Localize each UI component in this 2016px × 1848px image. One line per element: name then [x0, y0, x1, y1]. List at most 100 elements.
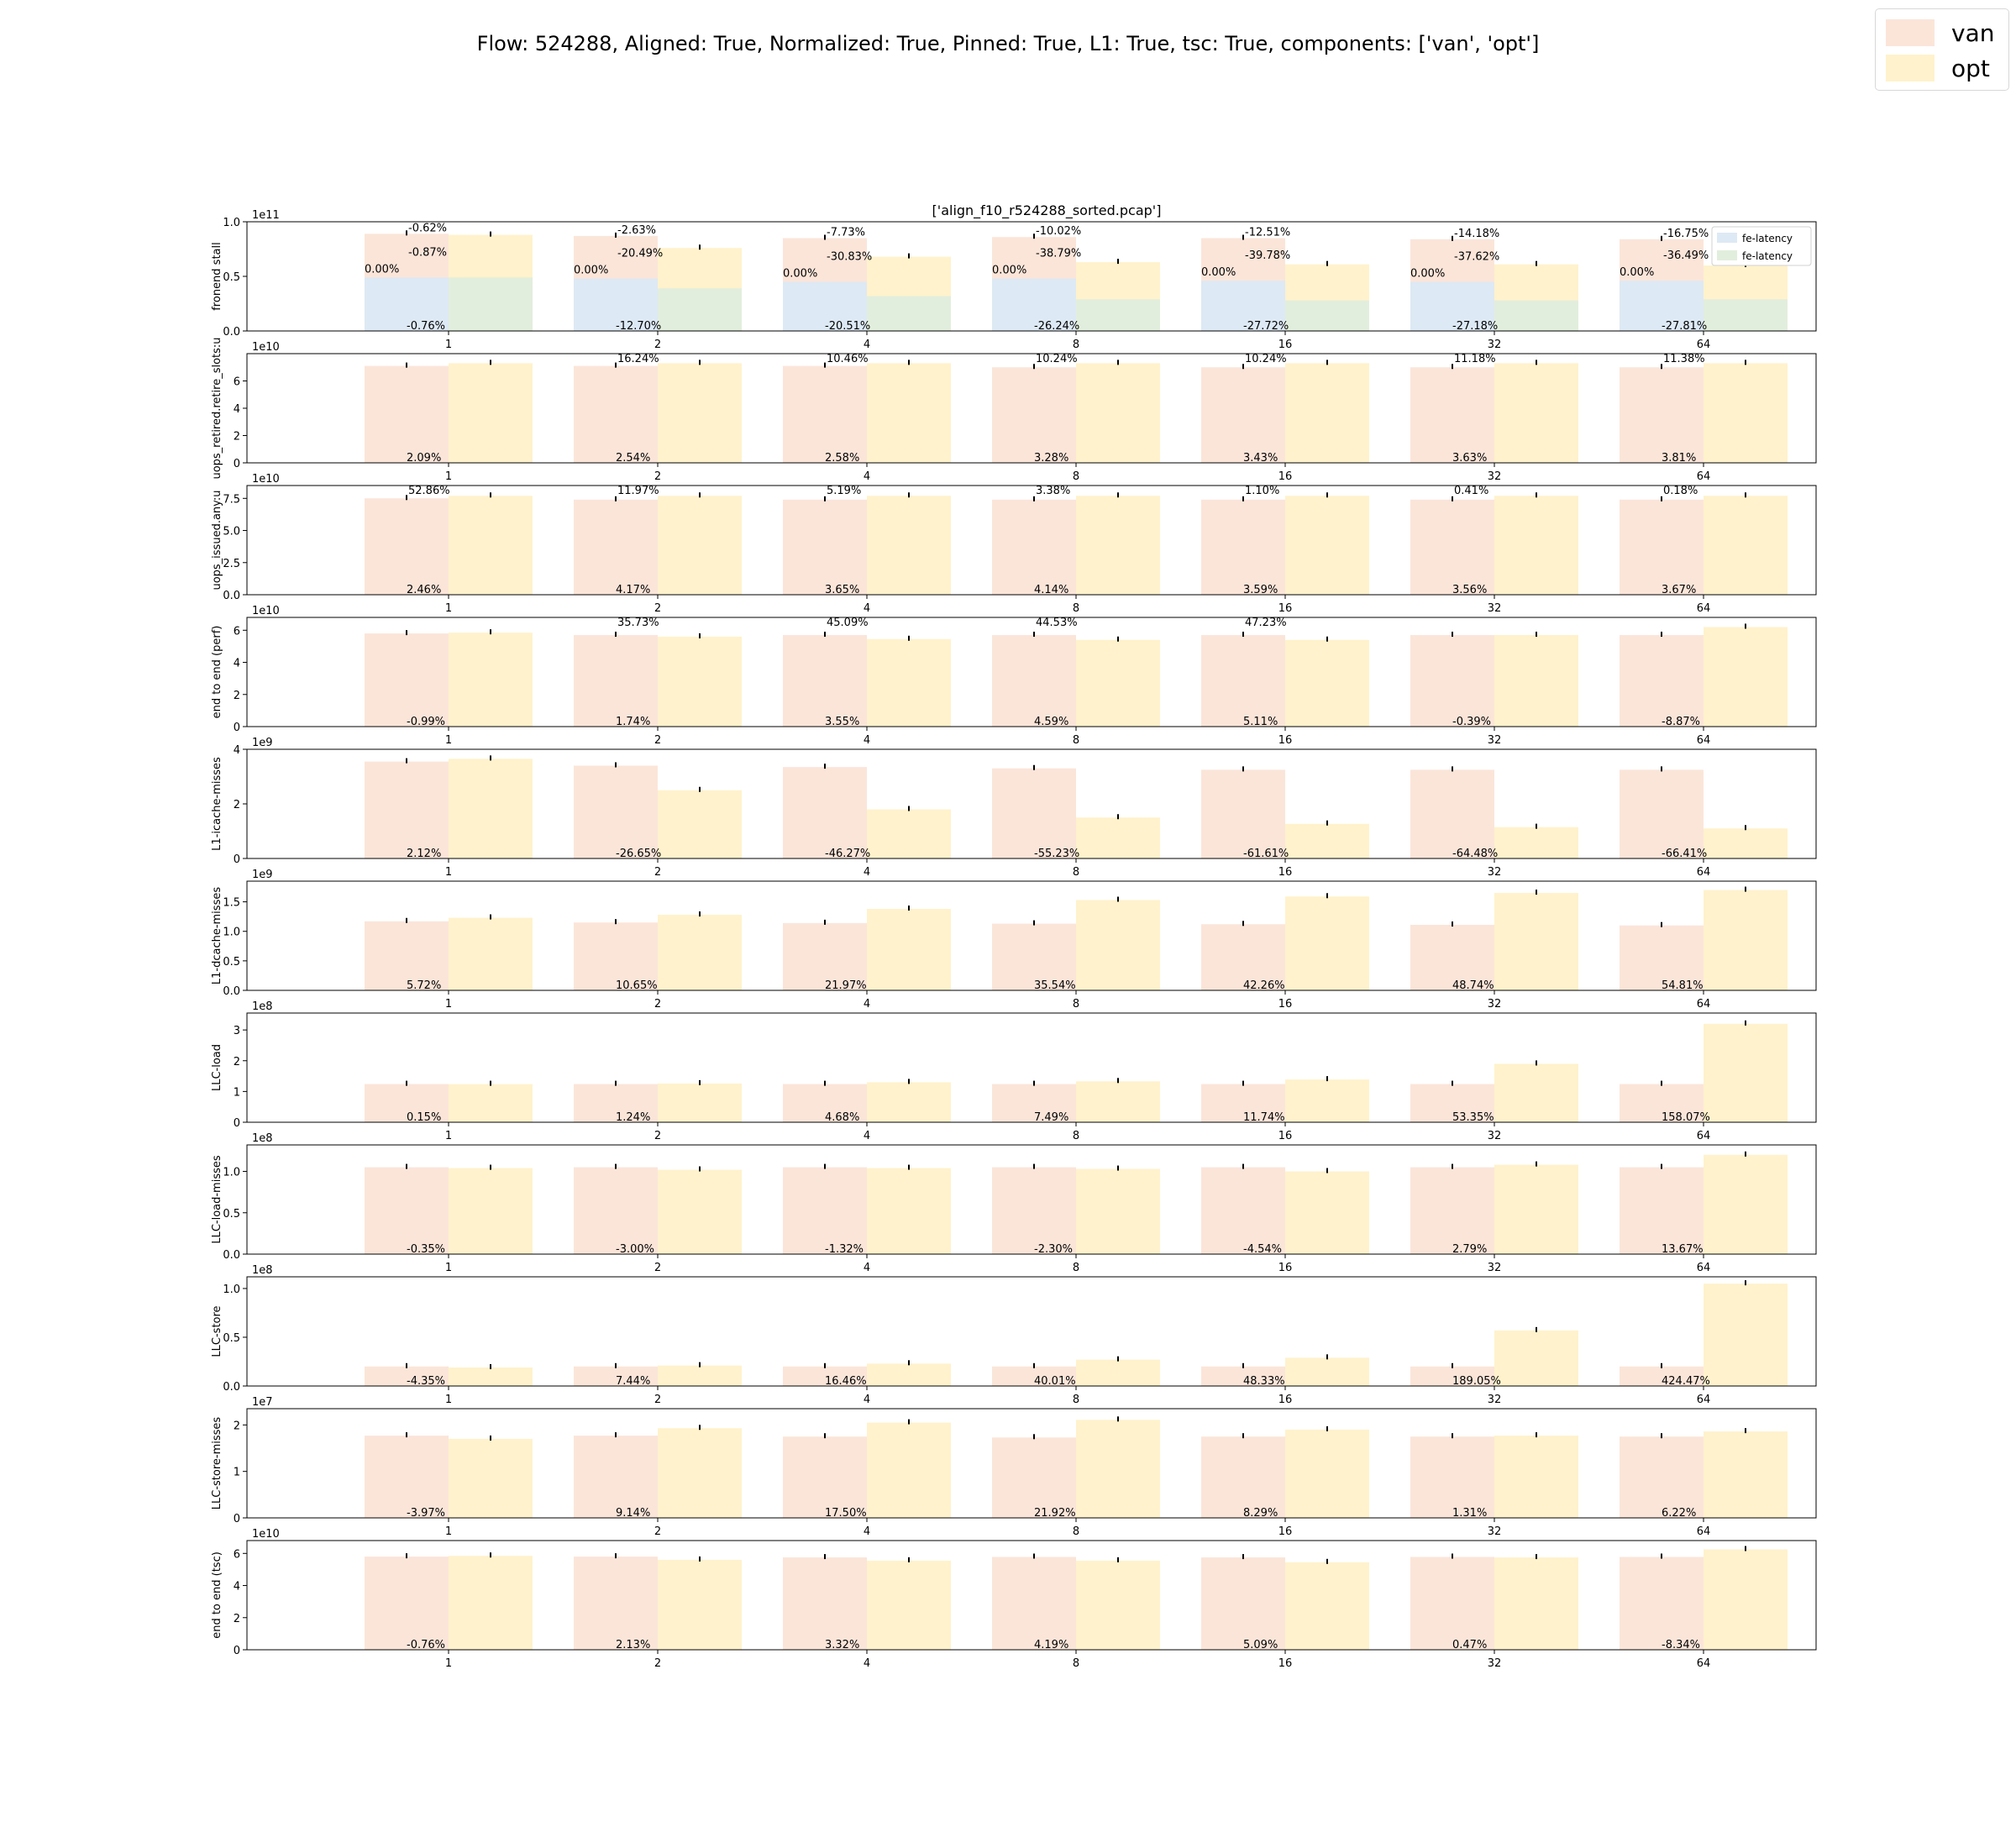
y-axis-label: LLC-store-misses — [211, 1417, 223, 1510]
subplot-legend-swatch-opt — [1717, 250, 1737, 260]
bar-opt — [1704, 828, 1788, 858]
bar-opt — [1076, 1168, 1160, 1254]
figure-legend: van opt — [1875, 8, 2009, 91]
bar-van — [992, 635, 1076, 727]
y-tick-label: 1.0 — [223, 1167, 240, 1179]
pct-label-top: 11.97% — [617, 485, 659, 497]
x-tick-label: 64 — [1697, 734, 1711, 747]
y-axis-label: fronend stall — [211, 242, 223, 311]
bar-van — [365, 1557, 449, 1650]
x-tick-label: 4 — [864, 866, 870, 879]
bar-opt — [1494, 363, 1578, 463]
x-tick-label: 2 — [654, 734, 661, 747]
x-tick-label: 4 — [864, 1394, 870, 1406]
pct-label-top: 11.18% — [1454, 353, 1496, 365]
bar-van — [783, 1436, 867, 1518]
bar-opt-fe-latency — [1704, 299, 1788, 331]
pct-label-bottom: -20.51% — [825, 320, 870, 333]
bar-van — [1620, 1167, 1704, 1254]
y-tick-label: 0.5 — [223, 1208, 240, 1221]
bar-opt — [1076, 1359, 1160, 1386]
bar-opt — [1076, 1560, 1160, 1650]
pct-label-top: 0.41% — [1454, 485, 1488, 497]
y-offset-label: 1e10 — [252, 1528, 280, 1541]
bar-opt — [867, 496, 951, 595]
bar-opt — [658, 1169, 742, 1254]
bar-opt — [1494, 1330, 1578, 1386]
x-tick-label: 64 — [1697, 470, 1711, 483]
y-axis-label: L1-dcache-misses — [211, 887, 223, 984]
pct-label-bottom: 1.24% — [616, 1111, 650, 1124]
pct-label-bottom: -46.27% — [825, 848, 870, 860]
pct-label-top: 45.09% — [827, 617, 869, 629]
pct-label-bottom: 7.49% — [1034, 1111, 1068, 1124]
bar-opt-fe-latency — [1285, 300, 1369, 331]
x-tick-label: 4 — [864, 1130, 870, 1142]
y-tick-label: 3 — [234, 1025, 240, 1037]
y-offset-label: 1e7 — [252, 1396, 273, 1409]
bar-opt — [867, 1560, 951, 1650]
bar-opt — [658, 790, 742, 858]
bar-van-fe-latency — [783, 281, 867, 331]
pct-label-bottom: 40.01% — [1034, 1375, 1076, 1388]
y-tick-label: 1 — [234, 1467, 240, 1479]
pct-label-bottom: 3.65% — [825, 584, 859, 596]
x-tick-label: 32 — [1488, 1262, 1502, 1274]
x-tick-label: 16 — [1278, 866, 1293, 879]
bar-van — [1201, 1557, 1285, 1650]
pct-label-bottom: 2.79% — [1452, 1243, 1487, 1256]
figure-title: Flow: 524288, Aligned: True, Normalized:… — [476, 32, 1540, 55]
bar-van — [1620, 499, 1704, 595]
bar-opt — [1704, 1154, 1788, 1254]
x-tick-label: 64 — [1697, 1130, 1711, 1142]
y-tick-label: 1.0 — [223, 217, 240, 229]
x-tick-label: 1 — [445, 734, 452, 747]
pct-label-van-fe: 0.00% — [574, 265, 608, 277]
x-tick-label: 1 — [445, 998, 452, 1011]
bar-van — [783, 1557, 867, 1650]
bar-van — [783, 1167, 867, 1254]
y-axis-label: LLC-store — [211, 1305, 223, 1357]
x-tick-label: 4 — [864, 998, 870, 1011]
x-tick-label: 64 — [1697, 339, 1711, 351]
bar-opt — [449, 1168, 533, 1254]
pct-label-bottom: 3.67% — [1662, 584, 1696, 596]
y-axis-label: uops_issued.any:u — [211, 490, 223, 590]
pct-label-bottom: 2.09% — [407, 452, 441, 465]
pct-label-van-fe: 0.00% — [992, 265, 1026, 277]
bar-van — [992, 1366, 1076, 1386]
bar-opt — [867, 909, 951, 990]
bar-opt — [1704, 1023, 1788, 1122]
bar-van-fe-latency — [1620, 281, 1704, 331]
pct-label-top: 1.10% — [1245, 485, 1279, 497]
pct-label-top: -14.18% — [1454, 228, 1499, 240]
y-tick-label: 0.0 — [223, 590, 240, 602]
bar-van — [992, 1437, 1076, 1518]
y-offset-label: 1e9 — [252, 737, 273, 749]
bar-van — [574, 1436, 658, 1518]
pct-label-top: 10.46% — [827, 353, 869, 365]
bar-van — [783, 635, 867, 727]
bar-opt — [449, 1556, 533, 1650]
pct-label-bottom: 3.81% — [1662, 452, 1696, 465]
subplot-3: 1-0.99%235.73%1.74%445.09%3.55%844.53%4.… — [211, 605, 1817, 747]
bar-van-fe-latency — [1410, 281, 1494, 331]
axes-frame — [246, 880, 1817, 991]
y-tick-label: 1 — [234, 1086, 240, 1099]
x-tick-label: 4 — [864, 1657, 870, 1670]
y-tick-label: 4 — [234, 744, 240, 757]
pct-label-bottom: 9.14% — [616, 1507, 650, 1520]
subplot-legend-swatch-van — [1717, 233, 1737, 243]
pct-label-bottom: 21.92% — [1034, 1507, 1076, 1520]
pct-label-bottom: 5.72% — [407, 979, 441, 992]
bar-opt — [867, 1363, 951, 1386]
pct-label-top: -7.73% — [827, 227, 865, 239]
bar-van — [1201, 367, 1285, 463]
subplot-8: 1-4.35%27.44%416.46%840.01%1648.33%32189… — [211, 1264, 1817, 1406]
bar-opt — [867, 363, 951, 463]
axes-frame — [246, 1408, 1817, 1519]
x-tick-label: 16 — [1278, 1525, 1293, 1538]
x-tick-label: 32 — [1488, 602, 1502, 615]
bar-opt — [1076, 639, 1160, 727]
